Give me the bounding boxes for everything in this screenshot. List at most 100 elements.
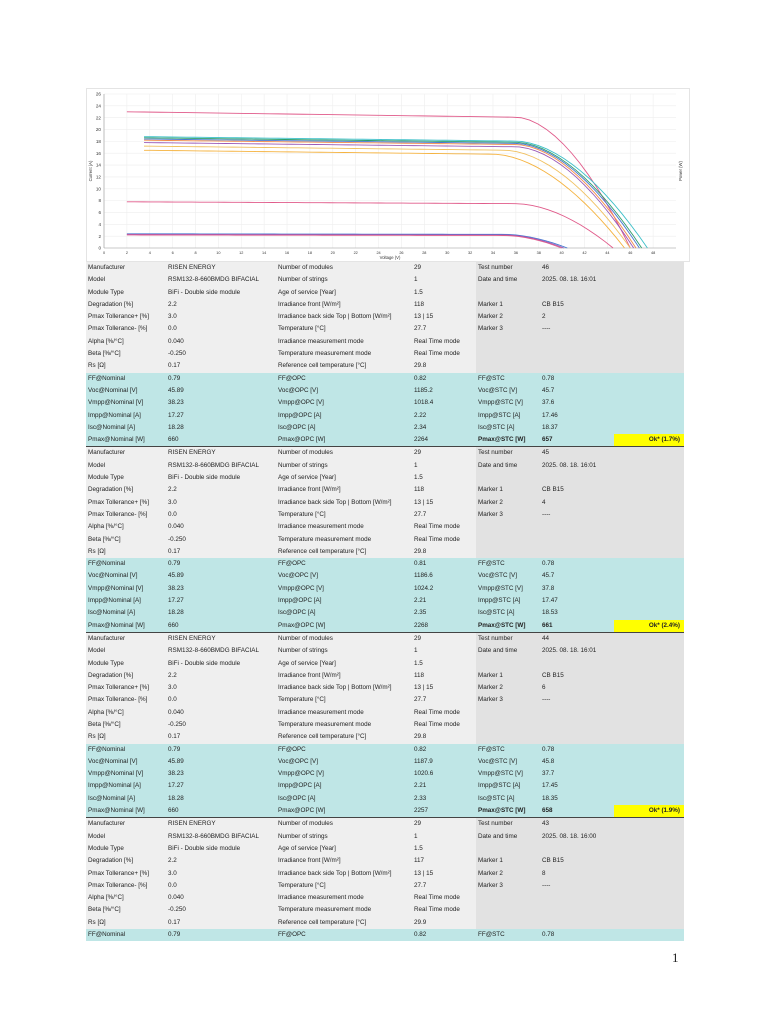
- meta-label: [476, 892, 540, 904]
- meta-value: 46: [542, 264, 550, 271]
- empty-cell: [614, 299, 684, 311]
- x-tick-label: 32: [468, 251, 472, 255]
- condition-label: Number of strings: [276, 645, 412, 658]
- condition-value: Real Time mode: [412, 892, 476, 905]
- meta-label: Isc@STC [A]: [478, 609, 515, 617]
- condition-label: Pmax@OPC [W]: [278, 436, 326, 444]
- param-label: Vmpp@Nominal [V]: [88, 770, 144, 778]
- condition-value: 118: [412, 669, 476, 683]
- y-tick-label: 4: [98, 222, 101, 227]
- y-tick-label: 10: [96, 186, 102, 191]
- result-row: Voc@Nominal [V] 45.89 Voc@OPC [V] 1186.6 Voc…: [86, 570, 684, 583]
- param-value: BiFi - Double side module: [166, 286, 276, 299]
- x-tick-label: 30: [445, 251, 449, 255]
- param-label: Alpha [%/°C]: [86, 521, 166, 534]
- info-row: Manufacturer RISEN ENERGY Number of module…: [86, 447, 684, 460]
- meta-label: Date and time: [478, 647, 518, 655]
- empty-cell: [614, 595, 684, 607]
- condition-value: 13 | 15: [412, 496, 476, 509]
- result-row: FF@Nominal 0.79 FF@OPC 0.81 FF@STC 0.78: [86, 558, 684, 571]
- empty-cell: [614, 484, 684, 496]
- info-row: Pmax Tollerance+ [%] 3.0 Irradiance back s…: [86, 496, 684, 509]
- param-label: Model: [86, 274, 166, 287]
- info-row: Pmax Tollerance+ [%] 3.0 Irradiance back s…: [86, 311, 684, 324]
- y-axis-label: Current (A): [88, 160, 93, 181]
- empty-cell: [614, 756, 684, 768]
- param-value: 0.17: [166, 360, 276, 373]
- x-tick-label: 36: [514, 251, 518, 255]
- param-value: RSM132-8-660BMDG BIFACIAL: [166, 459, 276, 473]
- meta-label: Marker 3: [478, 325, 503, 333]
- meta-label: Marker 2: [478, 313, 503, 321]
- info-row: Alpha [%/°C] 0.040 Irradiance measurement …: [86, 521, 684, 534]
- param-label: Isc@Nominal [A]: [88, 609, 135, 617]
- info-row: Module Type BiFi - Double side module Age …: [86, 842, 684, 856]
- x-tick-label: 46: [628, 251, 632, 255]
- info-row: Beta [%/°C] -0.250 Temperature measurement…: [86, 718, 684, 732]
- empty-cell: [614, 917, 684, 929]
- condition-value: 29.8: [412, 360, 476, 373]
- empty-cell: [614, 892, 684, 904]
- condition-value: 0.82: [414, 931, 427, 939]
- condition-value: 29.8: [412, 545, 476, 559]
- meta-label: Voc@STC [V]: [478, 572, 517, 580]
- param-label: Model: [86, 645, 166, 658]
- meta-value: 45: [542, 449, 550, 457]
- condition-label: Number of modules: [276, 262, 412, 275]
- condition-value: 1: [412, 274, 476, 287]
- meta-label: [476, 917, 540, 929]
- param-label: Beta [%/°C]: [86, 904, 166, 917]
- meta-value: [540, 904, 614, 916]
- param-value: 18.28: [168, 423, 184, 431]
- param-label: Module Type: [86, 286, 166, 299]
- condition-label: FF@OPC: [278, 931, 306, 939]
- meta-value: 45.7: [542, 572, 555, 580]
- condition-label: Age of service [Year]: [276, 286, 412, 299]
- param-label: Degradation [%]: [86, 855, 166, 868]
- meta-label: Impp@STC [A]: [478, 782, 521, 790]
- info-row: Pmax Tollerance+ [%] 3.0 Irradiance back s…: [86, 682, 684, 695]
- meta-value: [540, 287, 614, 299]
- page-number: 1: [672, 950, 679, 965]
- condition-value: 2.21: [414, 782, 427, 790]
- meta-label: FF@STC: [478, 374, 505, 382]
- param-label: FF@Nominal: [88, 745, 126, 753]
- meta-label: Marker 2: [478, 684, 503, 692]
- condition-label: Reference cell temperature [°C]: [276, 545, 412, 559]
- condition-value: Real Time mode: [412, 904, 476, 917]
- info-row: Module Type BiFi - Double side module Age …: [86, 286, 684, 299]
- meta-label: Impp@STC [A]: [478, 597, 521, 605]
- result-row: Isc@Nominal [A] 18.28 Isc@OPC [A] 2.35 Isc@S…: [86, 607, 684, 620]
- condition-value: 0.81: [414, 560, 427, 568]
- meta-label: [476, 546, 540, 558]
- meta-label: Test number: [478, 820, 513, 828]
- meta-label: Date and time: [478, 276, 518, 284]
- x-tick-label: 10: [216, 251, 220, 255]
- meta-label: [476, 534, 540, 546]
- param-value: 0.0: [166, 323, 276, 336]
- param-label: Module Type: [86, 472, 166, 485]
- pass-result-badge: Ok* (2.4%): [614, 619, 684, 632]
- param-label: Impp@Nominal [A]: [88, 597, 141, 605]
- info-row: Rs [Ω] 0.17 Reference cell temperature [°C…: [86, 731, 684, 744]
- empty-cell: [614, 422, 684, 434]
- param-value: 3.0: [166, 682, 276, 695]
- param-value: 38.23: [168, 770, 184, 778]
- empty-cell: [614, 262, 684, 274]
- param-label: Rs [Ω]: [86, 545, 166, 559]
- condition-value: 2.22: [414, 411, 427, 419]
- condition-value: 1.5: [412, 657, 476, 670]
- condition-label: Irradiance measurement mode: [276, 892, 412, 905]
- condition-value: 118: [412, 298, 476, 312]
- series-line-2: [126, 201, 614, 249]
- condition-label: Number of modules: [276, 632, 412, 646]
- meta-label: FF@STC: [478, 931, 505, 939]
- condition-label: Number of modules: [276, 818, 412, 831]
- condition-label: Isc@OPC [A]: [278, 423, 316, 431]
- series-line-1: [126, 111, 631, 249]
- meta-value: [540, 472, 614, 484]
- param-value: 660: [168, 807, 179, 815]
- result-row: FF@Nominal 0.79 FF@OPC 0.82 FF@STC 0.78: [86, 929, 684, 942]
- empty-cell: [614, 855, 684, 867]
- param-value: 0.17: [166, 731, 276, 744]
